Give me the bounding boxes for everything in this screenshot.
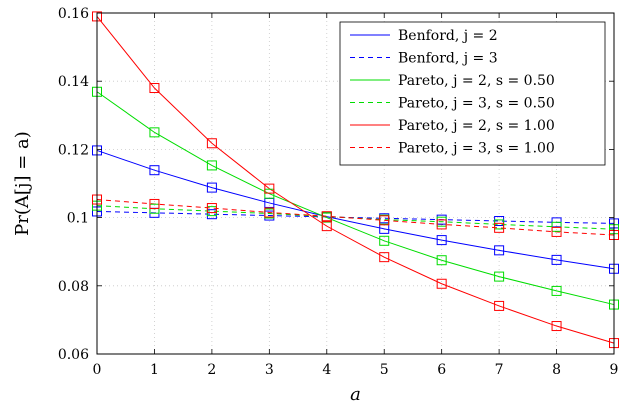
data-point <box>149 127 160 138</box>
legend-entry: Benford, j = 3 <box>398 51 498 67</box>
legend-entry: Pareto, j = 3, s = 0.50 <box>398 96 555 112</box>
legend: Benford, j = 2 Benford, j = 3 Pareto, j = … <box>339 21 606 166</box>
data-point <box>551 285 562 296</box>
data-point <box>436 219 447 230</box>
y-tick-label: 0.12 <box>58 142 89 158</box>
series-lines <box>96 16 615 344</box>
data-point <box>206 203 217 214</box>
data-point <box>494 222 505 233</box>
x-tick-label: 1 <box>150 362 159 378</box>
data-point <box>149 83 160 94</box>
data-point <box>264 188 275 199</box>
data-point <box>206 138 217 149</box>
data-point <box>551 321 562 332</box>
data-point <box>379 215 390 226</box>
x-axis-label: a <box>350 384 361 405</box>
y-tick-label: 0.16 <box>58 6 89 22</box>
data-point <box>436 278 447 289</box>
x-tick-label: 2 <box>207 362 216 378</box>
data-point <box>321 211 332 222</box>
data-point <box>321 221 332 232</box>
series-line <box>96 210 615 224</box>
data-point <box>551 221 562 232</box>
x-tick-label: 5 <box>380 362 389 378</box>
axis-ticks: 0 1 2 3 4 5 6 7 8 9 0.06 0.08 0.1 0.12 0.14 0.16 <box>58 6 619 378</box>
x-tick-label: 3 <box>265 362 274 378</box>
data-point <box>436 235 447 246</box>
y-tick-label: 0.14 <box>58 74 89 90</box>
y-axis-label: Pr(A[j] = a) <box>12 131 33 236</box>
data-point <box>494 300 505 311</box>
plot-frame <box>96 12 615 355</box>
data-point <box>149 165 160 176</box>
series-line <box>96 149 615 270</box>
legend-box <box>339 21 606 166</box>
x-tick-label: 9 <box>610 362 619 378</box>
data-point <box>264 207 275 218</box>
legend-entry: Pareto, j = 2, s = 0.50 <box>398 73 555 89</box>
legend-entry: Pareto, j = 2, s = 1.00 <box>398 118 555 134</box>
series-line <box>96 205 615 230</box>
data-point <box>494 271 505 282</box>
data-point <box>379 252 390 263</box>
data-point <box>379 235 390 246</box>
x-tick-label: 8 <box>552 362 561 378</box>
data-point <box>264 183 275 194</box>
data-point <box>494 245 505 256</box>
data-point <box>436 255 447 266</box>
y-tick-label: 0.06 <box>58 347 89 363</box>
series-line <box>96 16 615 344</box>
y-tick-label: 0.08 <box>58 279 89 295</box>
x-tick-label: 6 <box>437 362 446 378</box>
data-point <box>551 226 562 237</box>
legend-entry: Pareto, j = 3, s = 1.00 <box>398 141 555 157</box>
data-point <box>149 198 160 209</box>
data-point <box>551 254 562 265</box>
legend-entry: Benford, j = 2 <box>398 28 498 44</box>
data-point <box>206 182 217 193</box>
y-tick-label: 0.1 <box>67 211 89 227</box>
series-line <box>96 91 615 306</box>
x-tick-label: 7 <box>495 362 504 378</box>
x-tick-label: 4 <box>322 362 331 378</box>
x-tick-label: 0 <box>93 362 102 378</box>
data-point <box>206 160 217 171</box>
